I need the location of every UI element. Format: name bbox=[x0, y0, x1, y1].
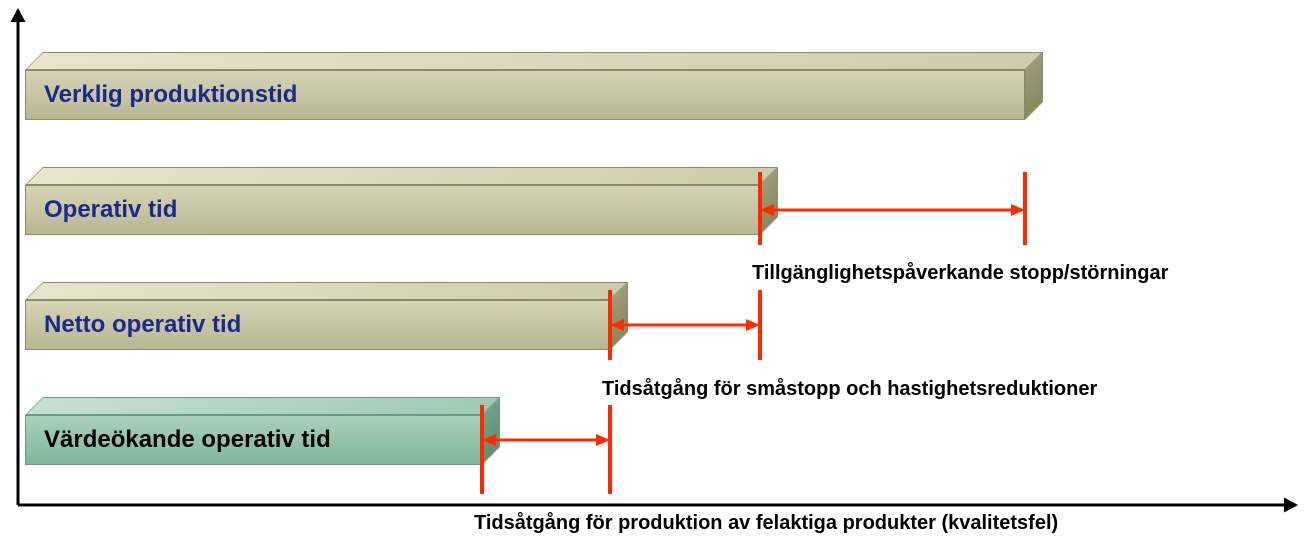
bar-netto-operativ-tid: Netto operativ tid bbox=[25, 300, 610, 350]
bar-operativ-tid: Operativ tid bbox=[25, 185, 760, 235]
bar-front-face: Netto operativ tid bbox=[25, 300, 610, 350]
gap-label-speed: Tidsåtgång för småstopp och hastighetsre… bbox=[602, 378, 1097, 401]
diagram-stage: Verklig produktionstid Operativ tid Nett… bbox=[0, 0, 1316, 538]
bar-top-face bbox=[25, 282, 628, 300]
bar-label: Netto operativ tid bbox=[26, 311, 241, 339]
gap-label-quality: Tidsåtgång för produktion av felaktiga p… bbox=[474, 512, 1058, 535]
bar-front-face: Operativ tid bbox=[25, 185, 760, 235]
bar-top-face bbox=[25, 397, 500, 415]
bar-label: Värdeökande operativ tid bbox=[26, 426, 331, 454]
bar-verklig-produktionstid: Verklig produktionstid bbox=[25, 70, 1025, 120]
bar-front-face: Verklig produktionstid bbox=[25, 70, 1025, 120]
bar-top-face bbox=[25, 167, 778, 185]
bar-top-face bbox=[25, 52, 1043, 70]
bar-label: Verklig produktionstid bbox=[26, 81, 297, 109]
bar-vardeokande-operativ-tid: Värdeökande operativ tid bbox=[25, 415, 482, 465]
gap-label-availability: Tillgänglighetspåverkande stopp/störning… bbox=[752, 262, 1168, 285]
bar-front-face: Värdeökande operativ tid bbox=[25, 415, 482, 465]
bar-label: Operativ tid bbox=[26, 196, 177, 224]
